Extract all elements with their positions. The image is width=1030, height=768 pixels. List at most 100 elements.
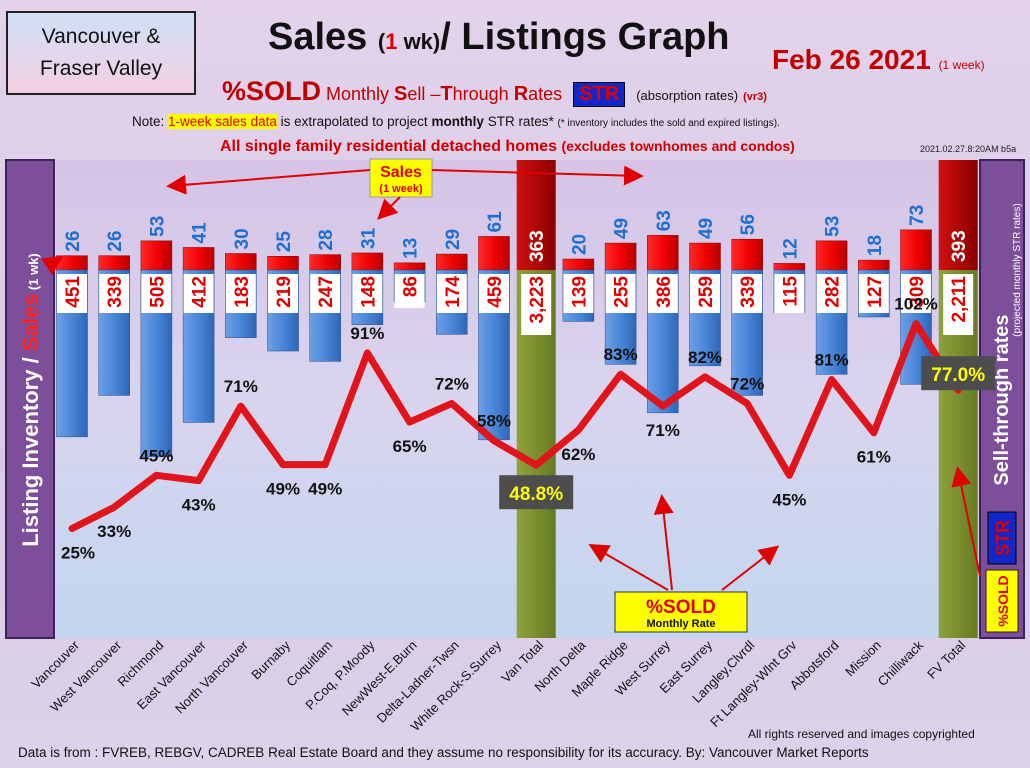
sales-bar-fv-total — [938, 160, 978, 270]
sales-bar-east-surrey — [689, 242, 721, 271]
sales-label-coquitlam: 28 — [316, 229, 337, 250]
sales-bar-white-rock-s-surrey — [478, 236, 510, 271]
x-label-newwest-e-burn: NewWest-E.Burn — [339, 638, 420, 719]
pct-label-coquitlam: 49% — [308, 480, 342, 499]
sold-callout-title: %SOLD — [646, 597, 716, 618]
listing-card-north-vancouver — [225, 274, 256, 313]
pct-label-langley-clvrdl: 72% — [730, 374, 764, 393]
pct-box-fv-total — [921, 356, 996, 391]
right-axis-panel — [979, 159, 1025, 639]
sales-label-east-surrey: 49 — [696, 218, 717, 239]
right-str-badge — [987, 511, 1017, 565]
listing-label-white-rock-s-surrey: 459 — [485, 276, 506, 308]
sales-arrow-right — [431, 165, 644, 186]
sales-label-vancouver: 26 — [63, 231, 84, 252]
sales-bar-west-surrey — [647, 235, 679, 271]
pct-label-van-total: 48.8% — [509, 484, 563, 505]
sales-label-west-surrey: 63 — [654, 210, 675, 231]
pct-label-richmond: 45% — [139, 446, 173, 465]
pct-label-east-vancouver: 43% — [182, 496, 216, 515]
listing-label-delta-ladner-twsn: 174 — [443, 276, 464, 308]
listing-card-van-total — [521, 274, 552, 335]
sales-label-white-rock-s-surrey: 61 — [485, 211, 506, 233]
sales-label-west-vancouver: 26 — [105, 231, 126, 252]
ylabel-right-note: (projected monthly STR rates) — [1012, 203, 1023, 336]
sales-callout-title: Sales — [380, 164, 422, 181]
listing-label-p-coq-p-moody: 148 — [358, 276, 379, 308]
str-badge: STR — [573, 82, 626, 107]
left-arrow — [41, 255, 64, 276]
listing-label-burnaby: 219 — [274, 276, 295, 308]
listing-card-ft-langley-wlnt-grv — [774, 274, 805, 313]
sales-label-north-vancouver: 30 — [232, 228, 253, 249]
date-text: Feb 26 2021 — [772, 44, 931, 75]
listing-label-mission: 127 — [865, 276, 886, 308]
listing-label-langley-clvrdl: 339 — [738, 276, 759, 308]
left-axis-panel — [5, 159, 55, 639]
left-axis-label: Listing Inventory / Sales (1 wk) — [18, 253, 43, 547]
pct-label-delta-ladner-twsn: 72% — [435, 374, 469, 393]
sales-bar-coquitlam — [309, 254, 341, 271]
sales-label-maple-ridge: 49 — [612, 218, 633, 239]
ylabel-left-slash: / — [18, 351, 43, 369]
copyright: All rights reserved and images copyright… — [748, 727, 975, 741]
listing-card-maple-ridge — [605, 274, 636, 313]
pct-label-west-vancouver: 33% — [97, 522, 131, 541]
sales-bar-p-coq-p-moody — [351, 252, 384, 271]
subtitle-ell: ell – — [407, 84, 441, 104]
sales-bar-burnaby — [267, 256, 299, 271]
data-source: Data is from : FVREB, REBGV, CADREB Real… — [18, 745, 869, 760]
sold-arrow-up — [653, 494, 674, 591]
listing-label-maple-ridge: 255 — [612, 276, 633, 308]
pct-label-ft-langley-wlnt-grv: 45% — [772, 490, 806, 509]
homes-paren: (excludes townhomes and condos) — [561, 138, 795, 154]
sold-arrow-right — [721, 545, 780, 591]
ylabel-right-text: Sell-through rates — [991, 314, 1013, 485]
listing-label-east-surrey: 259 — [696, 276, 717, 308]
sales-bar-delta-ladner-twsn — [436, 253, 468, 271]
sales-callout-box — [369, 158, 433, 198]
sales-label-burnaby: 25 — [274, 231, 295, 253]
note-fine: (* inventory includes the sold and expir… — [557, 118, 780, 129]
sales-label-mission: 18 — [865, 235, 886, 256]
sales-bar-north-vancouver — [225, 253, 257, 271]
absorption-note: (absorption rates) — [636, 88, 739, 103]
listing-card-burnaby — [268, 274, 298, 313]
sales-label-p-coq-p-moody: 31 — [358, 227, 379, 249]
listing-card-newwest-e-burn — [394, 274, 425, 308]
sales-bar-van-total — [516, 160, 556, 270]
sales-label-delta-ladner-twsn: 29 — [443, 229, 464, 250]
pct-label-north-vancouver: 71% — [224, 377, 258, 396]
listing-card-west-surrey — [647, 274, 678, 313]
pct-label-newwest-e-burn: 65% — [393, 437, 427, 456]
sales-bar-abbotsford — [815, 240, 848, 271]
sales-label-langley-clvrdl: 56 — [738, 214, 759, 235]
sales-label-newwest-e-burn: 13 — [401, 238, 422, 259]
extrapolation-note: Note: 1-week sales data is extrapolated … — [132, 114, 780, 129]
sales-bar-newwest-e-burn — [393, 262, 426, 271]
sales-label-east-vancouver: 41 — [190, 222, 211, 244]
sales-label-fv-total: 393 — [949, 230, 970, 262]
subtitle-monthly: Monthly — [321, 84, 395, 104]
x-label-mission: Mission — [842, 638, 884, 680]
sales-bar-mission — [858, 259, 890, 271]
listing-label-abbotsford: 282 — [823, 276, 844, 308]
listing-label-fv-total: 2,211 — [949, 276, 970, 323]
listing-label-ft-langley-wlnt-grv: 115 — [780, 276, 801, 307]
listing-label-newwest-e-burn: 86 — [401, 276, 422, 297]
ylabel-left-unit: (1 wk) — [26, 253, 41, 293]
listing-label-van-total: 3,223 — [527, 276, 548, 324]
subtitle-hrough: hrough — [452, 84, 514, 104]
sales-bar-chilliwack — [900, 229, 932, 271]
pct-label-white-rock-s-surrey: 58% — [477, 412, 511, 431]
title-wk: wk) — [397, 29, 441, 54]
pct-label-west-surrey: 71% — [646, 421, 680, 440]
note-mid2: STR rates* — [483, 114, 558, 129]
listing-card-delta-ladner-twsn — [436, 274, 467, 313]
title-open-paren: ( — [377, 29, 386, 54]
pct-label-mission: 61% — [857, 448, 891, 467]
pct-sold-line — [68, 320, 962, 532]
listing-label-east-vancouver: 412 — [190, 276, 211, 308]
listing-card-abbotsford — [816, 274, 847, 313]
